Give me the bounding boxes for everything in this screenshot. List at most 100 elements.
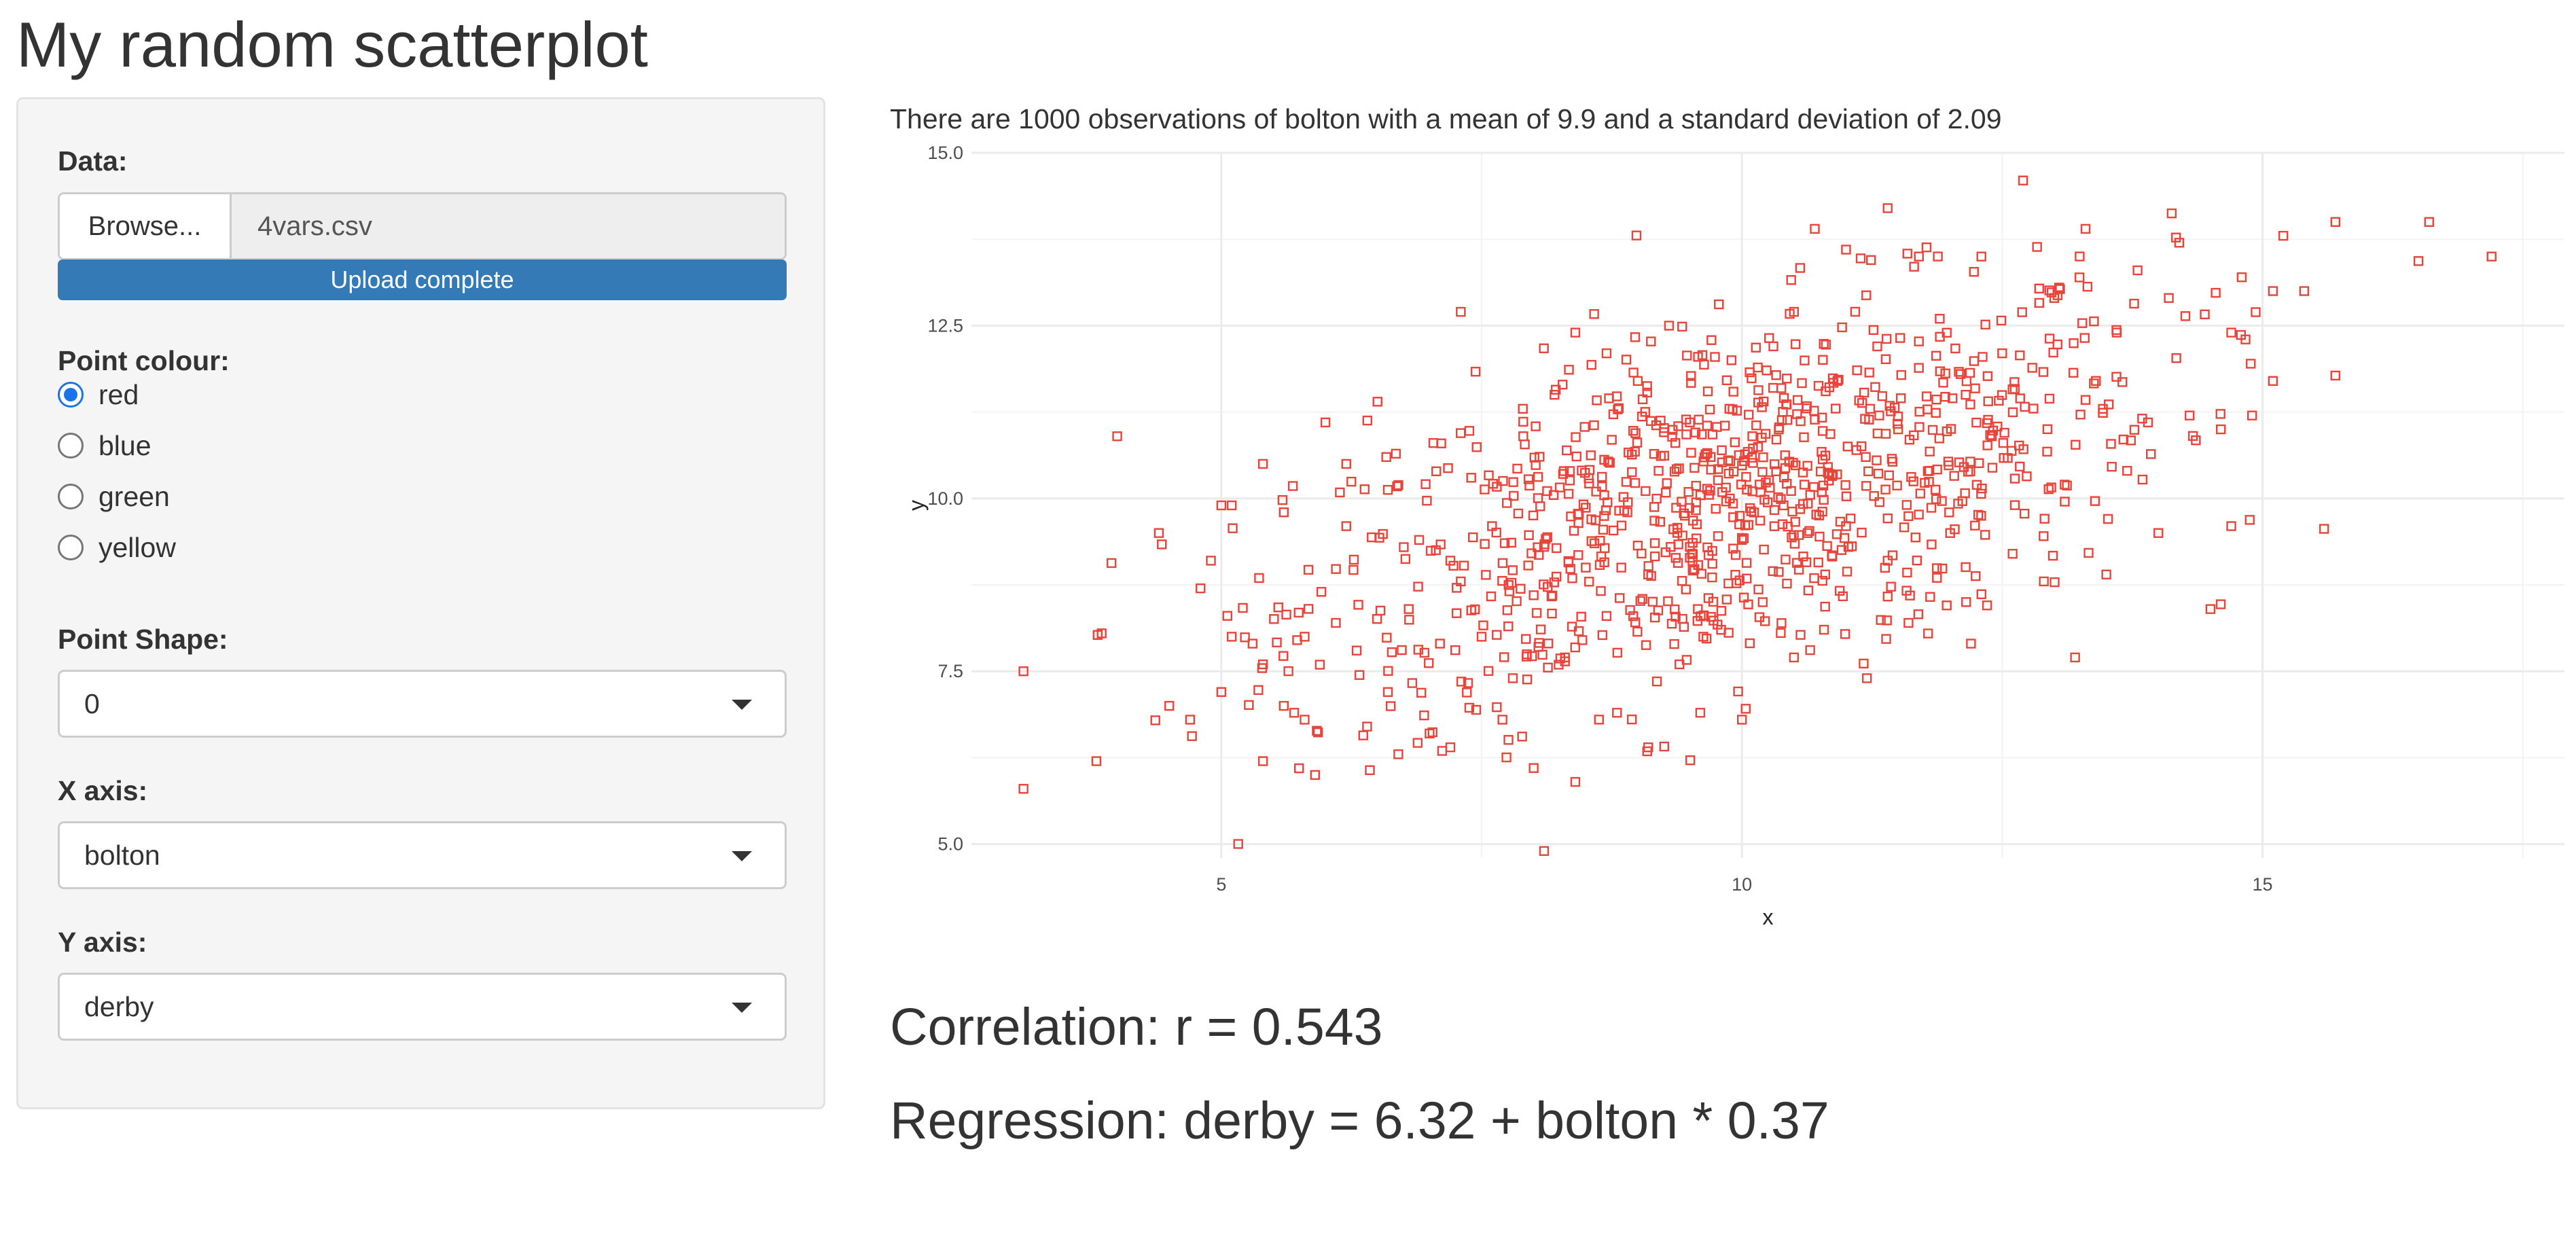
scatter-point <box>1857 527 1867 538</box>
scatter-point <box>2060 480 2070 490</box>
point-shape-select[interactable]: 0 <box>58 670 787 738</box>
y-axis-select[interactable]: derby <box>58 973 787 1041</box>
scatter-point <box>1753 397 1764 408</box>
scatter-point <box>1414 535 1425 545</box>
scatter-point <box>1506 537 1516 548</box>
scatter-point <box>1597 471 1607 482</box>
scatter-point <box>1810 223 1820 234</box>
scatter-point <box>1499 538 1510 548</box>
scatter-point <box>1670 611 1681 622</box>
x-axis-select[interactable]: bolton <box>58 821 787 889</box>
scatter-point <box>1436 438 1446 448</box>
scatter-point <box>1931 563 1942 573</box>
scatter-point <box>1671 503 1681 513</box>
radio-option-green[interactable]: green <box>58 476 170 517</box>
scatter-point <box>1865 255 1876 266</box>
scatter-point <box>1630 446 1640 457</box>
radio-button[interactable] <box>58 382 84 408</box>
scatter-point <box>1381 452 1391 463</box>
scatter-point <box>1642 387 1652 398</box>
scatter-point <box>1470 366 1481 377</box>
scatter-point <box>1740 449 1750 460</box>
scatter-point <box>1782 415 1793 425</box>
scatter-point <box>1503 579 1514 590</box>
y-axis-label: Y axis: <box>58 927 147 958</box>
scatter-point <box>1746 506 1757 516</box>
scatter-point <box>1706 335 1717 345</box>
scatter-point <box>1682 351 1692 361</box>
scatter-point <box>1502 605 1513 615</box>
scatter-point <box>1404 615 1414 625</box>
scatter-point <box>1965 367 1975 378</box>
scatter-point <box>1503 621 1514 632</box>
scatter-point <box>1542 532 1552 543</box>
scatter-point <box>2180 311 2191 321</box>
scatter-point <box>2020 401 2030 412</box>
scatter-point <box>2129 298 2139 309</box>
scatter-point <box>1649 551 1660 562</box>
scatter-point <box>1693 352 1703 362</box>
scatter-point <box>1362 415 1373 426</box>
scatter-point <box>2268 286 2278 296</box>
scatter-point <box>1899 522 1910 533</box>
scatter-point <box>1564 365 1574 375</box>
radio-button[interactable] <box>58 433 84 459</box>
scatter-point <box>1528 763 1539 773</box>
scatter-point <box>1827 552 1838 562</box>
scatter-point <box>1809 573 1819 583</box>
scatter-point <box>1649 516 1660 526</box>
scatter-point <box>1400 554 1411 564</box>
scatter-point <box>1492 702 1502 713</box>
scatter-point <box>1728 512 1738 522</box>
scatter-point <box>2171 353 2181 363</box>
scatter-point <box>1677 613 1687 624</box>
radio-button[interactable] <box>58 484 84 509</box>
scatter-point <box>1802 461 1812 471</box>
y-tick-label: 5.0 <box>937 834 963 855</box>
scatter-point <box>1216 687 1227 697</box>
scatter-point <box>1768 382 1778 393</box>
radio-button[interactable] <box>58 535 84 560</box>
scatter-point <box>1935 314 1945 324</box>
scatter-point <box>1672 528 1683 538</box>
scatter-point <box>2017 307 2027 317</box>
scatter-point <box>1736 533 1747 543</box>
scatter-point <box>1462 687 1472 698</box>
scatter-point <box>1737 460 1747 471</box>
scatter-point <box>2022 471 2032 482</box>
scatter-point <box>1873 469 1884 479</box>
scatter-point <box>1346 476 1357 487</box>
scatter-point <box>1902 567 1912 578</box>
scatter-point <box>1632 540 1643 551</box>
scatter-point <box>1747 373 1757 384</box>
scatter-point <box>1590 515 1600 526</box>
scatter-point <box>1222 611 1232 621</box>
scatter-point <box>1672 558 1683 568</box>
scatter-point <box>1555 653 1566 664</box>
file-input[interactable]: Browse... 4vars.csv <box>58 192 787 260</box>
scatter-point <box>1564 466 1575 476</box>
scatter-point <box>1450 645 1461 656</box>
scatter-point <box>1526 548 1537 558</box>
scatter-point <box>2044 334 2055 344</box>
radio-option-red[interactable]: red <box>58 374 139 415</box>
scatter-point <box>1759 544 1769 555</box>
scatter-point <box>1976 589 1986 600</box>
scatter-point <box>1331 564 1341 574</box>
browse-button[interactable]: Browse... <box>60 194 232 258</box>
scatter-point <box>1774 567 1784 577</box>
scatter-point <box>1630 478 1641 488</box>
radio-option-blue[interactable]: blue <box>58 425 151 466</box>
scatter-point <box>2077 318 2088 328</box>
scatter-point <box>1925 446 1935 456</box>
scatter-point <box>1719 420 1730 431</box>
scatter-point <box>1778 500 1789 511</box>
radio-option-yellow[interactable]: yellow <box>58 527 176 568</box>
x-tick-label: 15 <box>2252 874 2272 895</box>
scatter-point <box>1971 417 1982 428</box>
scatter-point <box>1630 617 1641 628</box>
scatter-point <box>1793 530 1804 540</box>
scatter-point <box>1723 455 1734 465</box>
scatter-point <box>1456 677 1467 687</box>
scatter-point <box>1150 715 1160 725</box>
